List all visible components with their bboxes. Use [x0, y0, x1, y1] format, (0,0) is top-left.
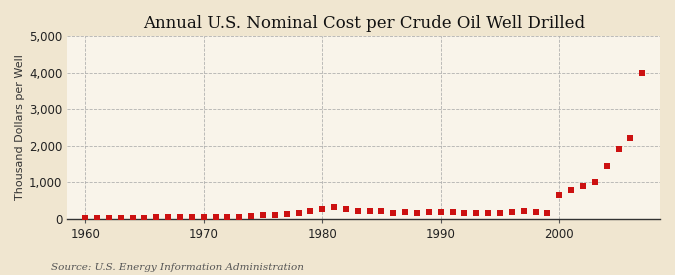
Point — [80, 215, 90, 220]
Point — [269, 212, 280, 217]
Point — [305, 209, 316, 214]
Point — [352, 208, 363, 213]
Point — [530, 210, 541, 214]
Point — [601, 164, 612, 168]
Point — [186, 215, 197, 219]
Point — [506, 210, 517, 214]
Point — [459, 210, 470, 215]
Point — [578, 184, 589, 188]
Point — [139, 215, 150, 220]
Point — [246, 214, 256, 218]
Point — [435, 209, 446, 214]
Point — [637, 71, 647, 75]
Point — [198, 214, 209, 219]
Point — [388, 210, 399, 215]
Point — [423, 210, 434, 214]
Point — [340, 207, 351, 211]
Point — [151, 215, 162, 220]
Point — [613, 147, 624, 152]
Title: Annual U.S. Nominal Cost per Crude Oil Well Drilled: Annual U.S. Nominal Cost per Crude Oil W… — [142, 15, 585, 32]
Point — [589, 180, 600, 185]
Point — [163, 215, 173, 219]
Point — [376, 209, 387, 213]
Point — [495, 210, 506, 215]
Point — [293, 211, 304, 215]
Y-axis label: Thousand Dollars per Well: Thousand Dollars per Well — [15, 55, 25, 200]
Point — [483, 211, 493, 215]
Point — [258, 213, 269, 217]
Point — [127, 215, 138, 220]
Point — [317, 207, 327, 211]
Point — [281, 212, 292, 216]
Point — [222, 214, 233, 219]
Point — [400, 210, 410, 214]
Point — [234, 214, 244, 219]
Point — [210, 214, 221, 219]
Point — [115, 216, 126, 220]
Point — [448, 210, 458, 214]
Point — [518, 209, 529, 213]
Point — [364, 208, 375, 213]
Point — [175, 215, 186, 219]
Text: Source: U.S. Energy Information Administration: Source: U.S. Energy Information Administ… — [51, 263, 304, 272]
Point — [554, 193, 565, 197]
Point — [471, 211, 482, 215]
Point — [92, 215, 103, 220]
Point — [566, 187, 576, 192]
Point — [329, 205, 340, 210]
Point — [103, 215, 114, 220]
Point — [542, 210, 553, 215]
Point — [412, 211, 423, 215]
Point — [625, 136, 636, 141]
